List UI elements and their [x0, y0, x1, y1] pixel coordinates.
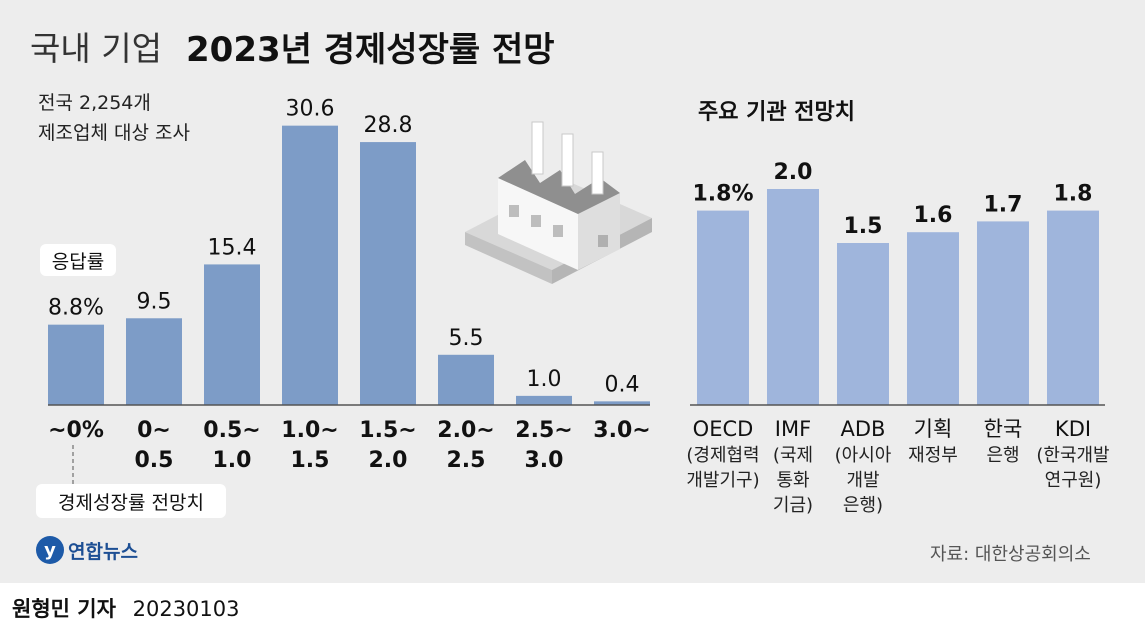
value-label-left-0: 8.8%: [48, 296, 104, 321]
category-label-right-5-line-2: 연구원): [1045, 470, 1102, 491]
bar-left-1: [126, 318, 182, 405]
category-label-right-4-line-1: 은행: [986, 445, 1019, 466]
response-rate-callout: 응답률: [40, 244, 116, 276]
category-label-right-2-line-1: (아시아: [835, 445, 892, 466]
value-label-left-2: 15.4: [208, 235, 257, 260]
factory-illustration: [465, 121, 652, 284]
category-label-left-4-line-1: 2.0: [369, 448, 408, 473]
bar-left-7: [594, 401, 650, 405]
category-label-right-4-line-0: 한국: [984, 417, 1023, 441]
reporter-name: 원형민 기자: [12, 597, 116, 621]
category-label-right-5-line-0: KDI: [1055, 417, 1091, 441]
page-title: 2023년 경제성장률 전망: [186, 30, 555, 70]
growth-outlook-callout: 경제성장률 전망치: [36, 484, 226, 518]
category-label-left-2-line-0: 0.5~: [203, 418, 260, 443]
bar-left-6: [516, 395, 572, 405]
bar-left-3: [282, 125, 338, 405]
value-label-left-3: 30.6: [286, 97, 335, 122]
value-label-left-5: 5.5: [449, 326, 484, 351]
category-label-left-1-line-0: 0~: [137, 418, 171, 443]
value-label-left-1: 9.5: [137, 289, 172, 314]
source-note: 자료: 대한상공회의소: [930, 544, 1091, 565]
category-label-right-3-line-1: 재정부: [908, 445, 958, 466]
category-label-left-3-line-0: 1.0~: [281, 418, 338, 443]
bar-right-0: [697, 210, 749, 405]
bar-right-4: [977, 221, 1029, 405]
category-label-right-2-line-2: 개발: [846, 470, 879, 491]
category-label-left-4-line-0: 1.5~: [359, 418, 416, 443]
bar-left-4: [360, 142, 416, 406]
byline: 원형민 기자 20230103: [12, 593, 240, 623]
subtitle-line-1: 전국 2,254개: [38, 92, 151, 114]
category-label-left-6-line-0: 2.5~: [515, 418, 572, 443]
bar-right-3: [907, 232, 959, 405]
category-label-right-2-line-0: ADB: [841, 417, 886, 441]
bar-right-2: [837, 243, 889, 405]
bar-right-1: [767, 189, 819, 405]
value-label-right-0: 1.8%: [692, 182, 753, 207]
bar-left-2: [204, 264, 260, 405]
value-label-right-4: 1.7: [984, 192, 1023, 217]
category-label-right-0-line-1: (경제협력: [686, 445, 759, 466]
value-label-right-2: 1.5: [844, 214, 883, 239]
category-label-right-1-line-2: 통화: [776, 470, 809, 491]
chart-canvas: 8.8% 9.5 15.4 30.6 28.8 5.5 1.0 0.4 ~0% 0~ 0.5 0.5…: [48, 97, 1110, 516]
category-label-left-1-line-1: 0.5: [135, 448, 174, 473]
category-label-right-3-line-0: 기획: [914, 417, 953, 441]
value-label-left-7: 0.4: [605, 372, 640, 397]
logo-text: 연합뉴스: [68, 540, 138, 563]
category-label-right-0-line-0: OECD: [693, 417, 754, 441]
category-label-right-1-line-1: (국제: [773, 445, 813, 466]
category-label-right-2-line-3: 은행): [843, 495, 883, 516]
value-label-right-1: 2.0: [774, 160, 813, 185]
category-label-left-5-line-0: 2.0~: [437, 418, 494, 443]
category-label-left-3-line-1: 1.5: [291, 448, 330, 473]
category-label-left-6-line-1: 3.0: [525, 448, 564, 473]
category-label-left-5-line-1: 2.5: [447, 448, 486, 473]
bar-right-5: [1047, 210, 1099, 405]
category-label-left-7-line-0: 3.0~: [593, 418, 650, 443]
category-label-right-1-line-0: IMF: [775, 417, 811, 441]
bar-left-5: [438, 354, 494, 405]
publish-date: 20230103: [132, 597, 240, 621]
value-label-left-4: 28.8: [364, 113, 413, 138]
value-label-left-6: 1.0: [527, 367, 562, 392]
category-label-right-1-line-3: 기금): [773, 495, 813, 516]
value-label-right-5: 1.8: [1054, 182, 1093, 207]
subtitle-line-2: 제조업체 대상 조사: [38, 122, 190, 144]
category-label-right-5-line-1: (한국개발: [1036, 445, 1109, 466]
category-label-left-2-line-1: 1.0: [213, 448, 252, 473]
yonhap-logo: y 연합뉴스: [36, 534, 138, 566]
category-label-right-0-line-2: 개발기구): [686, 470, 759, 491]
right-panel-title: 주요 기관 전망치: [698, 100, 855, 125]
title-prefix: 국내 기업: [30, 29, 162, 68]
yonhap-logo-icon: y: [36, 536, 64, 564]
value-label-right-3: 1.6: [914, 203, 953, 228]
bar-left-0: [48, 324, 104, 405]
category-label-left-0-line-0: ~0%: [48, 418, 104, 443]
